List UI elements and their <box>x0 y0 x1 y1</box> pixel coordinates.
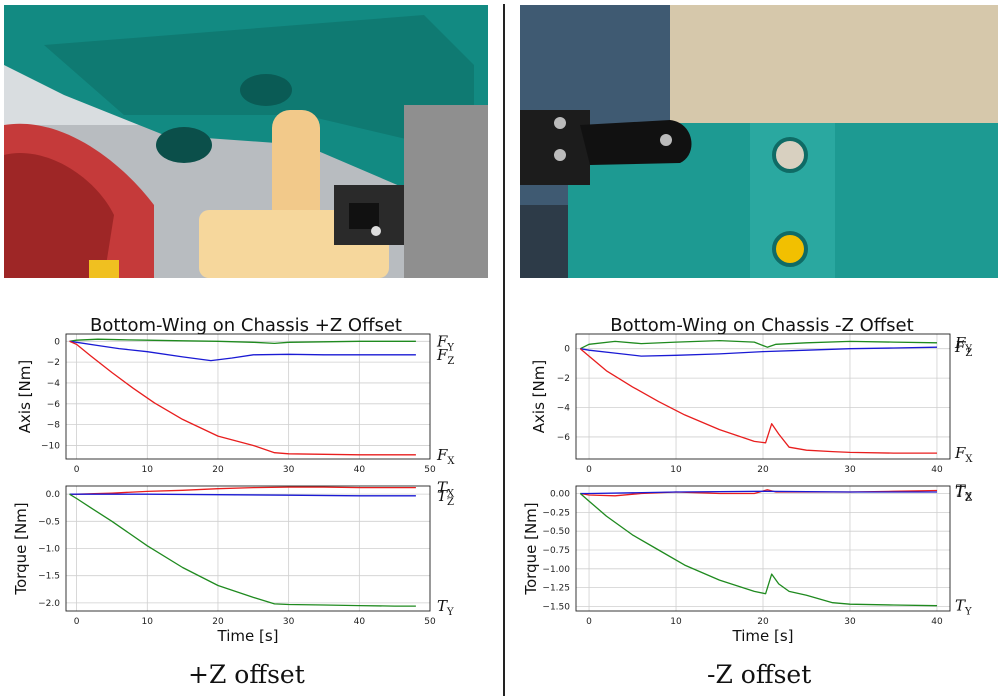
series-label: TZ <box>437 487 454 508</box>
robot-gripper-photo-topdown <box>520 5 998 278</box>
x-tick-label: 40 <box>931 617 943 627</box>
series-line-f-z <box>580 346 938 357</box>
y-tick-label: −1.0 <box>38 545 60 555</box>
chart-title: Bottom-Wing on Chassis +Z Offset <box>90 315 402 336</box>
caption-plus-z-offset: +Z offset <box>188 660 305 689</box>
y-axis-label: Axis [Nm] <box>16 360 34 433</box>
x-tick-label: 10 <box>142 465 154 475</box>
panel-divider <box>503 4 505 696</box>
axes-frame <box>65 333 431 460</box>
series-line-f-y <box>69 338 416 345</box>
series-line-t-y <box>579 493 938 607</box>
series-label: FY <box>954 334 972 355</box>
y-axis-label: Axis [Nm] <box>530 360 548 433</box>
x-tick-label: 0 <box>74 465 80 475</box>
x-tick-label: 30 <box>844 465 856 475</box>
axes-frame <box>575 333 951 460</box>
y-tick-label: −2 <box>557 374 570 384</box>
x-tick-label: 10 <box>670 465 682 475</box>
series-label: TZ <box>955 483 972 504</box>
series-line-f-x <box>69 340 416 456</box>
y-axis-label: Torque [Nm] <box>522 502 540 595</box>
series-label: FY <box>436 332 454 353</box>
y-tick-label: −1.50 <box>542 602 570 612</box>
x-tick-label: 20 <box>757 465 769 475</box>
axes-frame <box>65 485 431 612</box>
series-line-t-x <box>69 486 416 495</box>
y-tick-label: −0.50 <box>542 527 570 537</box>
chart-minus-z-offset: Bottom-Wing on Chassis -Z Offset 0 10 20 30 4… <box>506 300 998 660</box>
y-tick-label: −8 <box>47 421 61 431</box>
caption-minus-z-offset: -Z offset <box>707 660 812 689</box>
x-tick-label: 0 <box>586 465 592 475</box>
series-label: FZ <box>954 338 972 359</box>
series-line-f-y <box>580 339 938 350</box>
x-axis-label: Time [s] <box>732 627 794 645</box>
series-line-t-z <box>580 490 937 495</box>
y-tick-label: 0 <box>564 345 570 355</box>
x-tick-label: 0 <box>586 617 592 627</box>
y-tick-label: −1.5 <box>38 572 60 582</box>
x-tick-label: 0 <box>74 617 80 627</box>
x-tick-label: 30 <box>283 617 295 627</box>
x-tick-label: 20 <box>757 617 769 627</box>
y-tick-label: −0.75 <box>542 546 570 556</box>
robot-gripper-photo-underside <box>4 5 488 278</box>
subplot-torque: 0 10 20 30 40 0.00 −0.25 −0.50 −0.75 −1.00 −1.25 −1… <box>522 482 973 627</box>
series-line-f-z <box>69 340 416 362</box>
y-tick-label: 0.0 <box>46 490 61 500</box>
y-tick-label: −10 <box>41 441 60 451</box>
series-label: FX <box>436 446 455 467</box>
y-tick-label: −1.25 <box>542 584 570 594</box>
x-tick-label: 40 <box>354 617 366 627</box>
series-label: TX <box>437 479 455 500</box>
y-tick-label: 0.00 <box>550 490 570 500</box>
series-line-t-z <box>69 493 416 497</box>
chart-plus-z-offset: Bottom-Wing on Chassis +Z Offset 0 10 20 30 4… <box>0 300 500 660</box>
y-tick-label: −1.00 <box>542 565 570 575</box>
y-tick-label: −0.25 <box>542 508 570 518</box>
series-label: TY <box>955 597 972 618</box>
x-tick-label: 10 <box>142 617 154 627</box>
y-tick-label: −2.0 <box>38 599 60 609</box>
y-tick-label: −0.5 <box>38 517 60 527</box>
x-tick-label: 50 <box>424 617 436 627</box>
y-tick-label: 0 <box>54 337 60 347</box>
series-label: TY <box>437 597 454 618</box>
chart-title: Bottom-Wing on Chassis -Z Offset <box>610 315 913 336</box>
axes-frame <box>575 485 951 612</box>
y-tick-label: −6 <box>47 400 61 410</box>
series-label: FZ <box>436 346 454 367</box>
series-label: TX <box>955 482 973 503</box>
series-line-t-y <box>69 493 416 607</box>
y-axis-label: Torque [Nm] <box>12 502 30 595</box>
series-line-f-x <box>579 348 937 454</box>
x-tick-label: 10 <box>670 617 682 627</box>
x-tick-label: 20 <box>212 465 224 475</box>
x-tick-label: 30 <box>844 617 856 627</box>
subplot-torque: 0 10 20 30 40 50 0.0 −0.5 −1.0 −1.5 −2.0 Torque [Nm… <box>12 479 455 627</box>
y-tick-label: −6 <box>557 433 571 443</box>
x-tick-label: 20 <box>212 617 224 627</box>
x-axis-label: Time [s] <box>217 627 279 645</box>
y-tick-label: −2 <box>47 358 60 368</box>
series-label: FX <box>954 444 973 465</box>
y-tick-label: −4 <box>47 379 61 389</box>
y-tick-label: −4 <box>557 404 571 414</box>
x-tick-label: 50 <box>424 465 436 475</box>
x-tick-label: 40 <box>354 465 366 475</box>
x-tick-label: 40 <box>931 465 943 475</box>
x-tick-label: 30 <box>283 465 295 475</box>
